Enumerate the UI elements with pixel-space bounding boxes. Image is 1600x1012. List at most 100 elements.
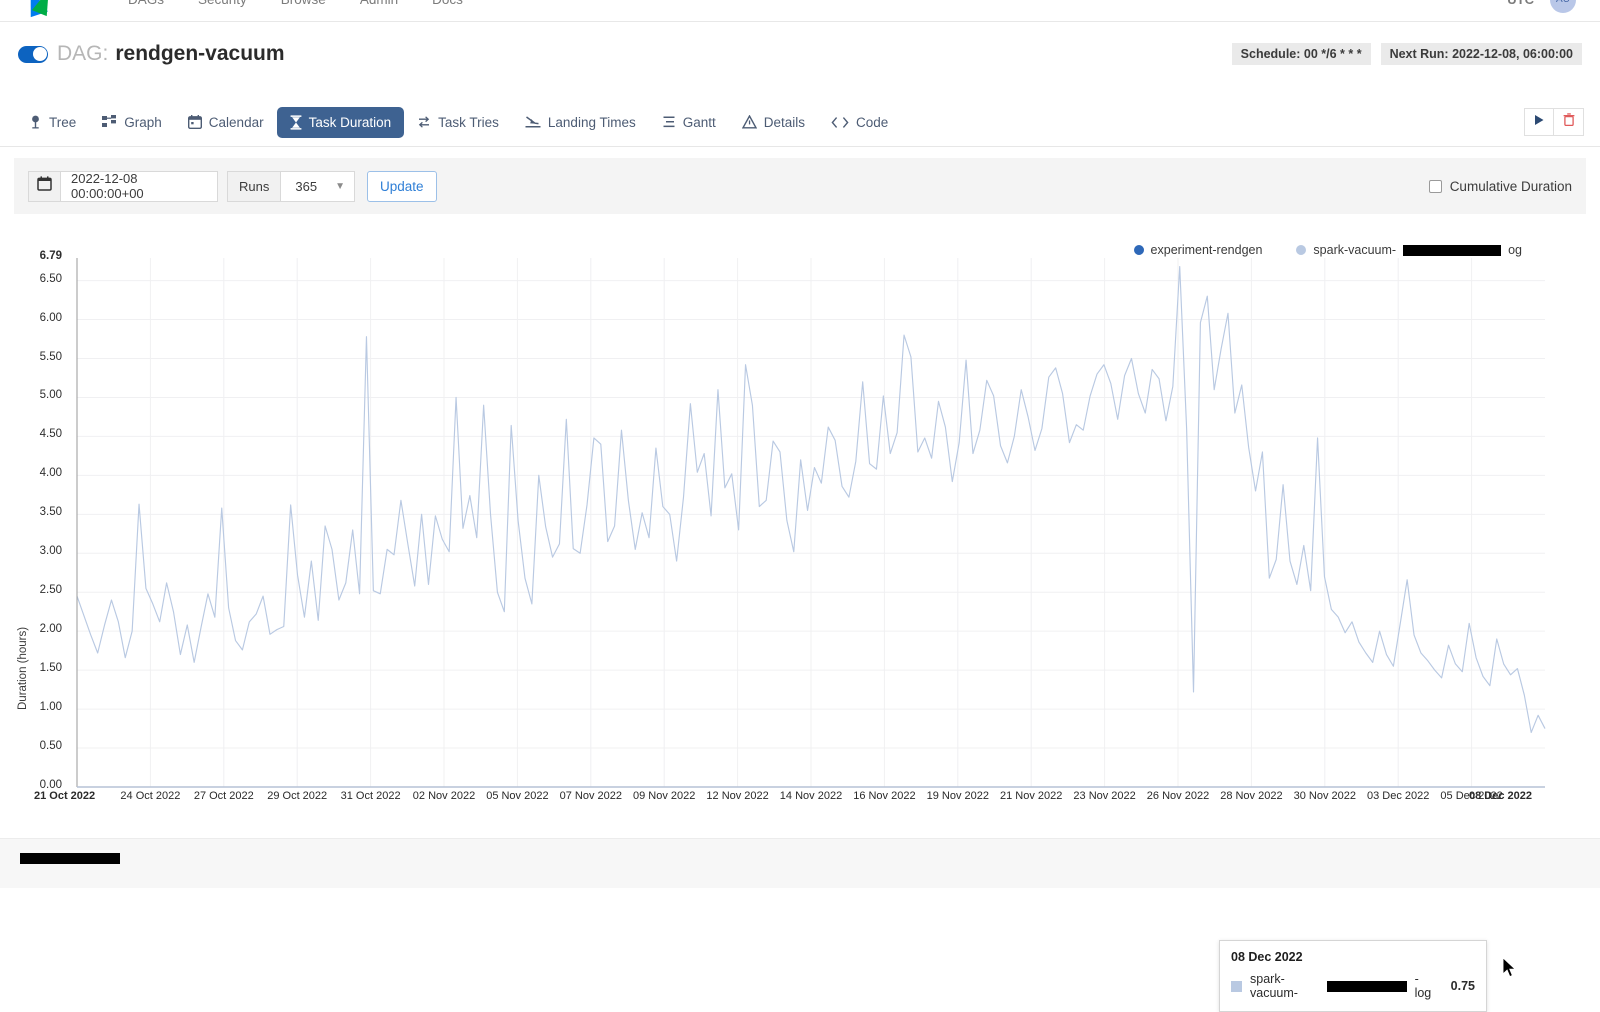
- landing-icon: [525, 115, 541, 129]
- x-axis-tick-label: 14 Nov 2022: [779, 790, 843, 802]
- tab-label: Code: [856, 114, 889, 130]
- nav-item-browse[interactable]: Browse: [281, 0, 326, 7]
- x-axis-tick-label: 24 Oct 2022: [120, 790, 181, 802]
- calendar-icon: [187, 115, 202, 129]
- y-axis-tick-label: 1.50: [39, 662, 62, 675]
- chart-series: [76, 265, 1546, 734]
- header-divider: [0, 146, 1600, 147]
- y-axis-tick-label: 2.50: [39, 584, 62, 597]
- tooltip-date: 08 Dec 2022: [1231, 950, 1303, 964]
- x-axis-tick-label: 16 Nov 2022: [853, 790, 916, 802]
- chart-legend: experiment-rendgen spark-vacuum-og: [1133, 243, 1522, 257]
- x-axis-tick-label: 02 Nov 2022: [412, 790, 476, 802]
- cumulative-duration-label: Cumulative Duration: [1449, 178, 1572, 194]
- x-axis-tick-label: 19 Nov 2022: [926, 790, 989, 802]
- page-footer: [0, 838, 1600, 888]
- chart-plot-svg[interactable]: [0, 230, 1600, 830]
- tab-details[interactable]: Details: [729, 107, 818, 138]
- checkbox-box[interactable]: [1428, 179, 1442, 193]
- y-axis-tick-label: 2.00: [39, 623, 62, 636]
- retry-icon: [417, 115, 431, 129]
- chart-gridlines: [77, 258, 1545, 787]
- y-axis-tick-label: 4.00: [39, 467, 62, 480]
- base-date-control: 2022-12-08 00:00:00+00: [28, 170, 218, 202]
- x-axis-tick-label: 05 Nov 2022: [486, 790, 549, 802]
- graph-icon: [102, 115, 117, 129]
- mouse-cursor-icon: [1502, 956, 1518, 984]
- tab-landing-times[interactable]: Landing Times: [512, 107, 649, 138]
- chart-tooltip: 08 Dec 2022 spark-vacuum- -log 0.75: [1219, 940, 1487, 1012]
- x-axis-tick-label: 08 Dec 2022: [1469, 790, 1532, 802]
- runs-select[interactable]: 365 ▼: [281, 170, 355, 202]
- base-date-input[interactable]: 2022-12-08 00:00:00+00: [60, 170, 218, 202]
- play-icon: [1533, 113, 1545, 131]
- next-run-badge: Next Run: 2022-12-08, 06:00:00: [1380, 43, 1582, 65]
- tab-task-duration[interactable]: Task Duration: [276, 106, 405, 138]
- legend-color-dot: [1296, 245, 1307, 255]
- nav-item-security[interactable]: Security: [198, 0, 247, 7]
- legend-item-spark-vacuum[interactable]: spark-vacuum-og: [1296, 243, 1522, 257]
- hourglass-icon: [290, 114, 302, 130]
- nav-item-docs[interactable]: Docs: [432, 0, 463, 7]
- legend-item-experiment-rendgen[interactable]: experiment-rendgen: [1133, 243, 1263, 257]
- y-axis-tick-label: 6.79: [39, 250, 62, 262]
- nav-item-admin[interactable]: Admin: [360, 0, 398, 7]
- x-axis-tick-label: 23 Nov 2022: [1073, 790, 1136, 802]
- tab-label: Details: [763, 114, 806, 130]
- page-title: rendgen-vacuum: [115, 42, 285, 65]
- schedule-badge: Schedule: 00 */6 * * *: [1231, 43, 1371, 65]
- x-axis-tick-label: 21 Oct 2022: [34, 790, 96, 802]
- legend-label: experiment-rendgen: [1150, 243, 1263, 257]
- legend-label-prefix: spark-vacuum-: [1313, 243, 1397, 257]
- tab-gantt[interactable]: Gantt: [649, 107, 729, 138]
- x-axis-tick-label: 31 Oct 2022: [340, 790, 401, 802]
- y-axis-tick-label: 3.50: [39, 506, 62, 519]
- dag-view-tabs: Tree Graph Calendar Task Duration Task T…: [0, 100, 1600, 144]
- x-axis-tick-label: 30 Nov 2022: [1293, 790, 1356, 802]
- x-axis-tick-label: 07 Nov 2022: [559, 790, 622, 802]
- redacted-bar: [1326, 980, 1407, 992]
- runs-select-value: 365: [295, 178, 318, 194]
- timezone-indicator[interactable]: UTC: [1507, 0, 1534, 7]
- chart-filter-toolbar: 2022-12-08 00:00:00+00 Runs 365 ▼ Update…: [14, 158, 1586, 214]
- dag-label: DAG:: [57, 42, 109, 65]
- dag-meta: Schedule: 00 */6 * * * Next Run: 2022-12…: [1231, 43, 1582, 65]
- tab-graph[interactable]: Graph: [89, 107, 175, 138]
- redacted-bar: [20, 853, 120, 864]
- y-axis-tick-label: 0.50: [39, 740, 62, 753]
- tab-tree[interactable]: Tree: [16, 107, 89, 138]
- dag-pause-toggle[interactable]: [18, 45, 48, 63]
- avatar[interactable]: AU: [1550, 0, 1576, 13]
- trigger-dag-button[interactable]: [1524, 108, 1554, 136]
- legend-label-suffix: og: [1508, 243, 1522, 257]
- tab-label: Calendar: [208, 114, 264, 130]
- tooltip-value: 0.75: [1450, 979, 1475, 993]
- x-axis-tick-label: 12 Nov 2022: [706, 790, 769, 802]
- tab-calendar[interactable]: Calendar: [175, 107, 277, 138]
- x-axis-tick-label: 05 Dec 2022: [1440, 790, 1503, 802]
- x-axis-tick-label: 03 Dec 2022: [1366, 790, 1430, 802]
- cumulative-duration-checkbox[interactable]: Cumulative Duration: [1428, 178, 1572, 194]
- update-button[interactable]: Update: [366, 170, 437, 202]
- x-axis-tick-label: 28 Nov 2022: [1220, 790, 1283, 802]
- y-axis-tick-label: 0.00: [39, 779, 62, 791]
- delete-dag-button[interactable]: [1554, 108, 1584, 136]
- y-axis-tick-label: 5.00: [39, 389, 62, 402]
- warning-triangle-icon: [741, 115, 757, 129]
- tab-label: Task Tries: [438, 114, 499, 130]
- calendar-icon: [37, 176, 52, 196]
- airflow-logo[interactable]: [22, 0, 58, 17]
- tab-code[interactable]: Code: [818, 107, 901, 138]
- global-nav-right: UTC AU: [1507, 0, 1576, 13]
- legend-color-dot: [1133, 245, 1144, 255]
- dag-header: DAG: rendgen-vacuum Schedule: 00 */6 * *…: [0, 22, 1600, 86]
- calendar-picker-button[interactable]: [28, 170, 60, 202]
- gantt-icon: [662, 115, 676, 129]
- tooltip-row: spark-vacuum- -log 0.75: [1231, 972, 1475, 1000]
- x-axis-tick-label: 21 Nov 2022: [999, 790, 1063, 802]
- tab-task-tries[interactable]: Task Tries: [404, 107, 512, 138]
- tooltip-series-suffix: -log: [1414, 972, 1432, 1000]
- trash-icon: [1563, 113, 1575, 131]
- nav-item-dags[interactable]: DAGs: [128, 0, 164, 7]
- y-axis-tick-label: 3.00: [39, 545, 62, 558]
